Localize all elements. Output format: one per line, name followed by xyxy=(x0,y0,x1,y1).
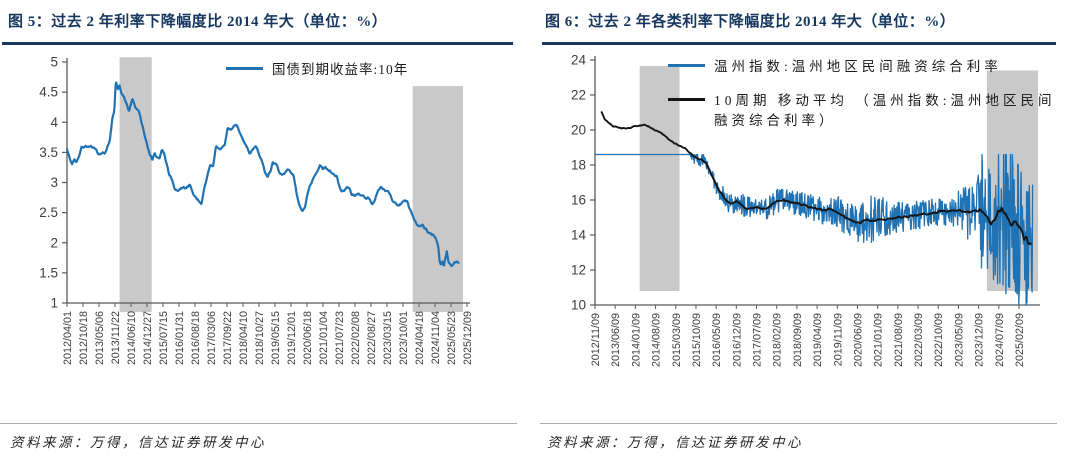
x-tick-label: 2021/07/23 xyxy=(334,311,346,365)
y-tick-label: 24 xyxy=(571,53,587,68)
x-tick-label: 2016/08/18 xyxy=(190,311,202,365)
x-tick-label: 2019/04/09 xyxy=(812,313,824,367)
x-tick-label: 2019/05/15 xyxy=(270,311,282,365)
wenzhou-rate-line xyxy=(594,153,1034,306)
source-note-left: 资料来源：万得，信达证券研发中心 xyxy=(10,435,266,450)
y-tick-label: 2 xyxy=(50,235,58,250)
x-tick-label: 2017/03/06 xyxy=(206,311,218,365)
y-tick-label: 1 xyxy=(50,296,58,311)
x-tick-label: 2015/03/09 xyxy=(671,313,683,367)
figure-6: 图 6：过去 2 年各类利率下降幅度比 2014 年大（单位：%） 10 12 14… xyxy=(540,0,1080,466)
figure-5-title: 图 5：过去 2 年利率下降幅度比 2014 年大（单位：%） xyxy=(8,14,388,30)
x-tick-label: 2012/04/01 xyxy=(62,311,74,365)
x-tick-label: 2020/06/18 xyxy=(302,311,314,365)
x-tick-label: 2014/08/09 xyxy=(651,313,663,367)
x-tick-label: 2024/11/04 xyxy=(430,311,442,364)
x-tick-label: 2012/11/09 xyxy=(590,313,602,366)
figure-5: 图 5：过去 2 年利率下降幅度比 2014 年大（单位：%） 1 1.5 2 2.5… xyxy=(0,14,517,450)
x-tick-label: 2012/10/18 xyxy=(78,311,90,365)
y-tick-label: 3.5 xyxy=(39,145,58,160)
x-tick-label: 2017/09/22 xyxy=(222,311,234,365)
legend-label: 10周期 移动平均 （温州指数:温州地区民间融资综合利率） xyxy=(714,93,1056,129)
x-tick-label: 2014/01/09 xyxy=(630,313,642,367)
highlight-band xyxy=(412,86,463,312)
x-tick-label: 2021/01/04 xyxy=(318,311,330,365)
title-underline xyxy=(542,42,1056,45)
y-tick-label: 14 xyxy=(571,228,587,243)
legend-label: 温州指数:温州地区民间融资综合利率 xyxy=(714,59,1002,74)
y-tick-label: 18 xyxy=(571,158,586,173)
y-tick-label: 22 xyxy=(571,88,586,103)
y-tick-label: 3 xyxy=(50,175,58,190)
y-tick-label: 2.5 xyxy=(39,205,58,220)
y-tick-label: 10 xyxy=(571,298,586,313)
y-tick-label: 20 xyxy=(571,123,586,138)
x-tick-label: 2020/06/09 xyxy=(852,313,864,367)
highlight-band xyxy=(119,57,152,313)
y-tick-label: 4 xyxy=(50,115,58,130)
x-tick-label: 2018/04/10 xyxy=(238,311,250,365)
x-tick-label: 2023/12/09 xyxy=(974,313,986,367)
x-tick-label: 2024/04/18 xyxy=(414,311,426,365)
legend-wenzhou-ma: 10周期 移动平均 （温州指数:温州地区民间融资综合利率） xyxy=(668,91,1072,132)
wenzhou-ma-line xyxy=(600,111,1032,246)
footer-divider xyxy=(540,423,1057,424)
x-tick-label: 2016/05/09 xyxy=(711,313,723,367)
x-tick-label: 2013/06/09 xyxy=(610,313,622,367)
y-tick-label: 4.5 xyxy=(39,85,58,100)
y-tick-label: 5 xyxy=(50,55,58,70)
x-tick-label: 2014/06/10 xyxy=(126,311,138,365)
y-tick-label: 16 xyxy=(571,193,586,208)
x-tick-label: 2022/10/09 xyxy=(933,313,945,367)
x-tick-label: 2025/05/23 xyxy=(446,311,458,365)
y-tick-label: 12 xyxy=(571,263,586,278)
x-tick-label: 2014/12/27 xyxy=(142,311,154,365)
treasury-yield-line xyxy=(65,81,460,268)
legend-line-swatch xyxy=(668,64,705,67)
legend-line-swatch xyxy=(668,98,705,101)
y-tick-label: 1.5 xyxy=(39,265,58,280)
x-tick-label: 2013/05/06 xyxy=(94,311,106,365)
x-tick-label: 2015/10/09 xyxy=(691,313,703,367)
x-tick-label: 2018/09/09 xyxy=(792,313,804,367)
legend-label: 国债到期收益率:10年 xyxy=(272,62,409,77)
x-tick-label: 2023/05/09 xyxy=(953,313,965,367)
treasury-yield-chart: 1 1.5 2 2.5 3 3.5 4 4.5 5 2012/04/01 2012/10/18 201… xyxy=(39,55,474,366)
x-tick-label: 2017/07/09 xyxy=(752,313,764,367)
x-tick-label: 2024/07/09 xyxy=(994,313,1006,367)
x-tick-label: 2019/12/01 xyxy=(286,311,298,365)
x-tick-label: 2022/02/08 xyxy=(350,311,362,365)
x-tick-label: 2022/03/09 xyxy=(913,313,925,367)
x-tick-label: 2018/02/09 xyxy=(772,313,784,367)
figure-6-title: 图 6：过去 2 年各类利率下降幅度比 2014 年大（单位：%） xyxy=(545,14,956,30)
title-underline xyxy=(2,42,513,45)
x-tick-label: 2022/08/27 xyxy=(366,311,378,365)
x-tick-label: 2023/10/01 xyxy=(398,311,410,365)
source-note-right: 资料来源：万得，信达证券研发中心 xyxy=(547,435,803,450)
x-tick-label: 2021/01/09 xyxy=(873,313,885,367)
footer-divider xyxy=(0,423,517,424)
highlight-band xyxy=(639,65,680,292)
x-tick-label: 2015/07/15 xyxy=(158,311,170,365)
x-tick-label: 2016/01/31 xyxy=(174,311,186,365)
x-tick-label: 2021/08/09 xyxy=(893,313,905,367)
x-tick-label: 2016/12/09 xyxy=(731,313,743,367)
x-tick-label: 2013/11/22 xyxy=(110,311,122,364)
wenzhou-index-chart: 10 12 14 16 18 20 22 24 2012/11/09 2013/06/09 2014… xyxy=(571,53,1040,367)
legend-treasury-yield: 国债到期收益率:10年 xyxy=(226,60,408,80)
x-tick-label: 2025/12/09 xyxy=(462,311,474,365)
x-tick-label: 2019/11/09 xyxy=(832,313,844,366)
x-tick-label: 2023/03/15 xyxy=(382,311,394,365)
x-tick-label: 2025/02/09 xyxy=(1014,313,1026,367)
x-tick-label: 2018/10/27 xyxy=(254,311,266,365)
legend-wenzhou-rate: 温州指数:温州地区民间融资综合利率 xyxy=(668,57,1002,77)
legend-line-swatch xyxy=(226,67,263,70)
